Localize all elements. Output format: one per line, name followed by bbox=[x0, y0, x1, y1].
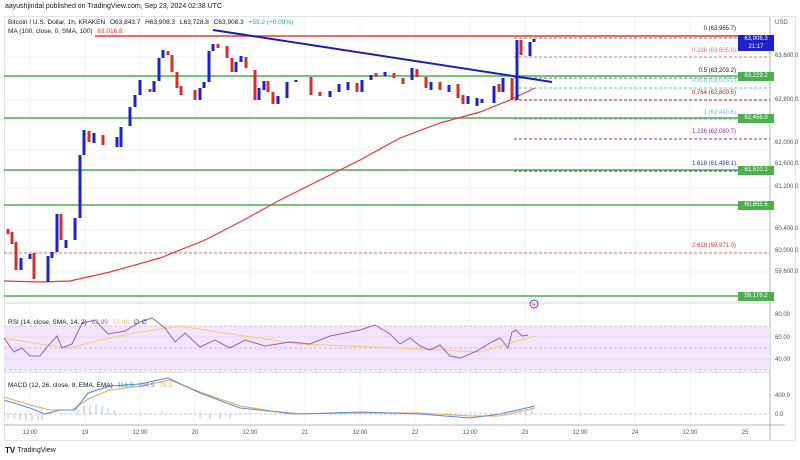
candle-countdown: 21:17 bbox=[748, 44, 764, 50]
event-icon bbox=[529, 299, 539, 309]
tradingview-mark-icon: TV bbox=[5, 446, 16, 455]
price-tick: 61,200.0 bbox=[775, 184, 799, 190]
macd-tick: 400.0 bbox=[775, 393, 791, 399]
symbol-name: Bitcoin / U.S. Dollar, 1h, KRAKEN bbox=[8, 19, 106, 26]
current-price: 63,908.3 bbox=[744, 36, 768, 42]
rsi-tick: 40.00 bbox=[775, 357, 791, 363]
rsi-legend[interactable]: RSI (14, close, SMA, 14, 2) 63.99 53.06 … bbox=[8, 318, 147, 326]
macd-line-value: 194.9 bbox=[138, 382, 155, 389]
support-tag: 60,855.6 bbox=[738, 201, 774, 210]
macd-tick: 0.0 bbox=[775, 412, 784, 418]
support-tag: 61,510.1 bbox=[738, 166, 774, 175]
macd-hist-value: 116.6 bbox=[117, 382, 134, 389]
currency-label: USD bbox=[775, 20, 788, 26]
price-tick: 60,000.0 bbox=[775, 248, 799, 254]
publish-line: aayushjindal published on TradingView.co… bbox=[5, 3, 223, 10]
time-tick: 21 bbox=[301, 430, 309, 436]
time-tick: 23 bbox=[521, 430, 529, 436]
macd-signal-value: 78.3 bbox=[159, 382, 172, 389]
price-tick: 63,600.0 bbox=[775, 53, 799, 59]
support-tag: 59,178.2 bbox=[738, 292, 774, 301]
time-tick: 12:00 bbox=[352, 430, 368, 436]
svg-text:ϟ: ϟ bbox=[532, 303, 536, 309]
rsi-extra: ∅ ∅ bbox=[133, 319, 147, 326]
price-tick: 60,400.0 bbox=[775, 226, 799, 232]
fib-level-1236: 1.236 (62,080.7) bbox=[691, 129, 736, 135]
time-tick: 19 bbox=[81, 430, 89, 436]
fib-level-0764: 0.764 (62,800.5) bbox=[691, 90, 736, 96]
fib-level-0: 0 (63,965.7) bbox=[703, 26, 736, 32]
tradingview-logo[interactable]: TV TradingView bbox=[5, 446, 56, 455]
ohlc-change: +59.2 (+0.09%) bbox=[248, 19, 294, 26]
time-tick: 12:00 bbox=[22, 430, 38, 436]
time-tick: 12:00 bbox=[132, 430, 148, 436]
time-tick: 12:00 bbox=[462, 430, 478, 436]
time-tick: 20 bbox=[191, 430, 199, 436]
ma-label: MA (100, close, 0, SMA, 100) bbox=[8, 28, 93, 35]
ohlc-open: O63,843.7 bbox=[110, 19, 141, 26]
rsi-ma-value: 53.06 bbox=[112, 319, 129, 326]
ohlc-close: C63,908.3 bbox=[213, 19, 244, 26]
support-tag: 62,456.9 bbox=[738, 114, 774, 123]
ma-value: 63,016.8 bbox=[97, 28, 123, 35]
ma-legend[interactable]: MA (100, close, 0, SMA, 100) 63,016.8 bbox=[8, 28, 123, 35]
symbol-legend[interactable]: Bitcoin / U.S. Dollar, 1h, KRAKEN O63,84… bbox=[8, 19, 293, 26]
rsi-tick: 80.00 bbox=[775, 312, 791, 318]
tradingview-brand: TradingView bbox=[17, 447, 56, 454]
time-tick: 12:00 bbox=[682, 430, 698, 436]
fib-level-1618: 1.618 (61,498.1) bbox=[691, 161, 736, 167]
rsi-value: 63.99 bbox=[91, 319, 108, 326]
current-price-tag: 63,908.3 21:17 bbox=[738, 35, 774, 51]
macd-legend[interactable]: MACD (12, 26, close, 9, EMA, EMA) 116.6 … bbox=[8, 382, 172, 389]
time-tick: 25 bbox=[741, 430, 749, 436]
time-tick: 22 bbox=[411, 430, 419, 436]
price-tick: 61,600.0 bbox=[775, 161, 799, 167]
ohlc-low: L63,728.8 bbox=[179, 19, 209, 26]
price-tick: 59,600.0 bbox=[775, 269, 799, 275]
support-tag: 63,229.2 bbox=[738, 72, 774, 81]
fib-level-1: 1 (62,440.6) bbox=[703, 110, 736, 116]
macd-label: MACD (12, 26, close, 9, EMA, EMA) bbox=[8, 382, 113, 389]
rsi-label: RSI (14, close, SMA, 14, 2) bbox=[8, 319, 87, 326]
ohlc-high: H63,908.3 bbox=[145, 19, 176, 26]
time-tick: 12:00 bbox=[242, 430, 258, 436]
price-tick: 62,000.0 bbox=[775, 140, 799, 146]
fib-level-0618: 0.618 (63,023.2) bbox=[691, 78, 736, 84]
fib-level-05: 0.5 (63,203.2) bbox=[698, 68, 736, 74]
time-tick: 24 bbox=[631, 430, 639, 436]
chart-frame bbox=[4, 16, 796, 441]
price-tick: 62,800.0 bbox=[775, 97, 799, 103]
time-tick: 12:00 bbox=[572, 430, 588, 436]
rsi-tick: 60.00 bbox=[775, 335, 791, 341]
fib-level-2618: 2.618 (59,971.0) bbox=[691, 243, 736, 249]
fib-level-0236: 0.236 (63,605.8) bbox=[691, 48, 736, 54]
